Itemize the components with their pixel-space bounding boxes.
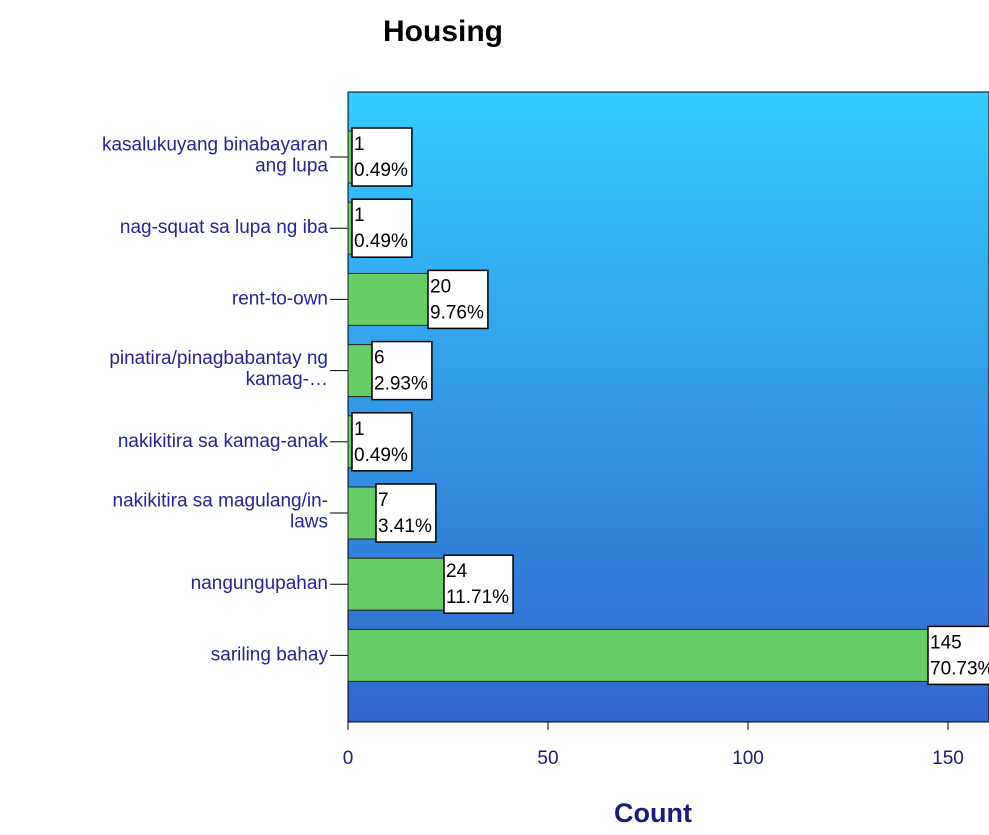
value-label: 1: [354, 134, 365, 155]
bar: [347, 628, 929, 682]
value-label: 1: [354, 205, 365, 226]
y-tick-label: nakikitira sa kamag-anak: [118, 431, 329, 452]
bar: [347, 344, 373, 398]
y-tick-label: kasalukuyang binabayaran: [102, 135, 328, 156]
percent-label: 2.93%: [374, 374, 428, 395]
y-tick-label: sariling bahay: [211, 644, 329, 665]
percent-label: 70.73%: [930, 658, 989, 679]
value-label-box: [351, 127, 413, 187]
y-tick-label: ang lupa: [255, 156, 328, 177]
value-label-box: [371, 340, 433, 401]
x-tick-label: 100: [732, 748, 764, 769]
y-tick-label: nag-squat sa lupa ng iba: [120, 217, 329, 238]
value-label-box: [351, 198, 413, 258]
value-label: 7: [378, 490, 389, 511]
bar: [347, 557, 445, 611]
x-tick-label: 0: [343, 748, 354, 769]
percent-label: 3.41%: [378, 516, 432, 537]
value-label: 24: [446, 561, 468, 582]
chart-title: Housing: [383, 15, 503, 48]
x-tick-label: 50: [537, 748, 558, 769]
y-tick-label: rent-to-own: [232, 288, 328, 309]
value-label: 20: [430, 276, 451, 297]
percent-label: 0.49%: [354, 231, 408, 252]
value-label-box: [375, 483, 437, 543]
value-label: 145: [930, 632, 962, 653]
percent-label: 0.49%: [354, 160, 408, 181]
percent-label: 11.71%: [446, 587, 509, 608]
value-label-box: [427, 269, 489, 330]
plot-area: [347, 91, 989, 723]
value-label: 1: [354, 419, 365, 440]
bar: [347, 272, 429, 326]
y-tick-label: pinatira/pinagbabantay ng: [109, 348, 328, 369]
y-tick-label: nakikitira sa magulang/in-: [113, 491, 328, 512]
value-label: 6: [374, 348, 385, 369]
y-tick-label: nangungupahan: [191, 573, 328, 594]
bar: [347, 486, 377, 540]
y-tick-label: laws: [290, 512, 328, 533]
percent-label: 9.76%: [430, 302, 484, 323]
percent-label: 0.49%: [354, 445, 408, 466]
value-label-box: [927, 625, 989, 686]
x-axis-label: Count: [614, 798, 692, 828]
value-label-box: [351, 412, 413, 472]
value-label-box: [443, 554, 514, 614]
x-tick-label: 150: [932, 748, 964, 769]
y-tick-label: kamag-…: [246, 369, 328, 390]
